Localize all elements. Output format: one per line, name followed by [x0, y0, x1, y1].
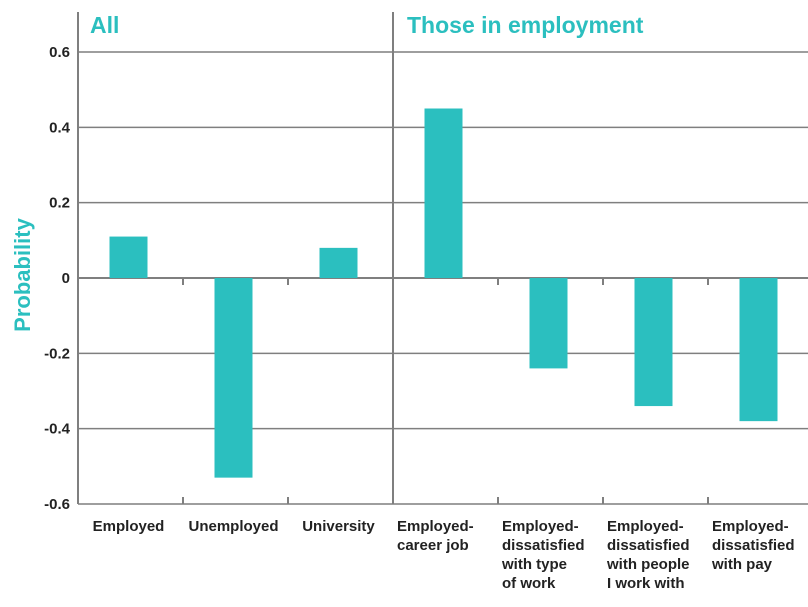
- x-category-label: Employed-dissatisfied with type of work: [501, 518, 585, 592]
- x-category-label: Employed-career job: [397, 518, 474, 554]
- x-category-label: University: [302, 518, 375, 535]
- bar: [319, 247, 358, 278]
- axes: [77, 12, 709, 504]
- bars: [109, 108, 778, 478]
- bar: [109, 236, 148, 278]
- y-tick-label: -0.2: [44, 345, 70, 362]
- bar: [529, 278, 568, 369]
- x-category-label: Unemployed: [188, 518, 278, 535]
- y-tick-label: 0.4: [49, 119, 71, 136]
- y-tick-label: -0.4: [44, 421, 71, 438]
- y-tick-label: 0.2: [49, 195, 70, 212]
- bar: [424, 108, 463, 278]
- y-tick-label: -0.6: [44, 496, 70, 513]
- x-category-label: Employed-dissatisfied with pay: [711, 518, 795, 573]
- panel-label: Those in employment: [407, 12, 644, 38]
- x-category-label: Employed-dissatisfied with people I work w…: [606, 518, 690, 592]
- y-axis-label: Probability: [10, 217, 35, 331]
- y-tick-labels: 0.6 0.4 0.2 0 -0.2 -0.4 -0.6: [44, 44, 71, 513]
- y-tick-label: 0.6: [49, 44, 70, 61]
- y-tick-label: 0: [62, 270, 70, 287]
- panel-labels: All Those in employment: [90, 12, 644, 38]
- x-category-labels: Employed Unemployed University Employed-car…: [93, 518, 795, 592]
- bar: [739, 278, 778, 422]
- x-category-label: Employed: [93, 518, 165, 535]
- panel-label: All: [90, 12, 119, 38]
- bar: [214, 278, 253, 478]
- bar: [634, 278, 673, 407]
